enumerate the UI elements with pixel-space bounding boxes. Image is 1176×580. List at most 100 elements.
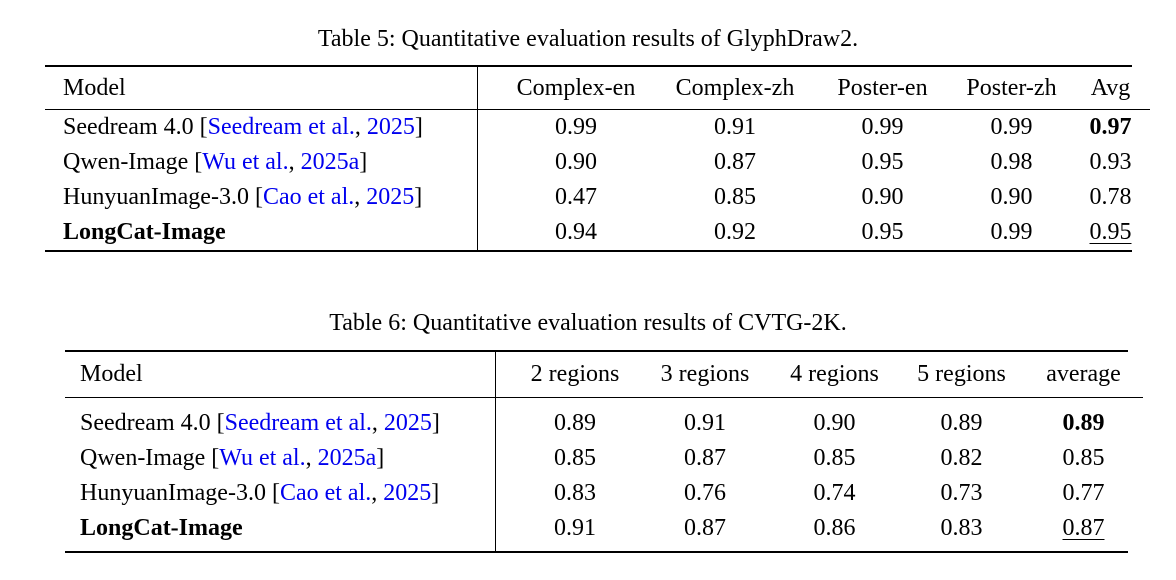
citation-link[interactable]: 2025a (294, 149, 360, 175)
value-cell: 0.89 (1062, 410, 1105, 436)
value-cell: 0.99 (990, 219, 1033, 245)
value-cell: 0.99 (861, 114, 904, 140)
table-5-grid: Model Complex-en Complex-zh Poster-en Po… (45, 67, 1150, 250)
value-cell: 0.94 (555, 219, 597, 245)
model-text: , (371, 410, 378, 436)
value-cell: 0.86 (813, 515, 856, 541)
column-header-poster-zh: Poster-zh (952, 67, 1071, 110)
table-5-caption: Table 5: Quantitative evaluation results… (317, 26, 859, 52)
column-divider-line (495, 352, 497, 551)
value-cell: 0.95 (861, 149, 904, 175)
value-cell: 0.82 (940, 445, 983, 471)
model-text: Seedream 4.0 [ (80, 410, 225, 436)
citation-link[interactable]: Seedream et al. (207, 114, 355, 140)
value-cell: 0.85 (714, 184, 756, 210)
model-text: ] (431, 410, 440, 436)
column-header-model: Model (65, 352, 510, 398)
model-cell: Qwen-Image [Wu et al., 2025a] (65, 441, 510, 476)
model-text: Seedream 4.0 [ (63, 114, 208, 140)
citation-link[interactable]: Cao et al. (262, 184, 355, 210)
model-cell: HunyuanImage-3.0 [Cao et al., 2025] (65, 476, 510, 511)
table-6-caption: Table 6: Quantitative evaluation results… (329, 310, 847, 336)
value-cell: 0.91 (684, 410, 726, 436)
table-row-qwen-image: Qwen-Image [Wu et al., 2025a] 0.90 0.87 … (45, 145, 1150, 180)
table-row-hunyuanimage: HunyuanImage-3.0 [Cao et al., 2025] 0.47… (45, 180, 1150, 215)
column-header-2-regions: 2 regions (510, 352, 640, 398)
column-divider-line (477, 67, 479, 250)
model-text: , (354, 184, 361, 210)
value-cell: 0.87 (684, 515, 726, 541)
value-cell: 0.91 (554, 515, 596, 541)
table-row-longcat-image: LongCat-Image 0.91 0.87 0.86 0.83 0.87 (65, 511, 1143, 546)
column-header-poster-en: Poster-en (813, 67, 952, 110)
model-text: , (288, 149, 295, 175)
citation-link[interactable]: 2025 (360, 184, 415, 210)
value-cell: 0.93 (1089, 149, 1132, 175)
model-cell: Seedream 4.0 [Seedream et al., 2025] (65, 398, 510, 441)
citation-link[interactable]: 2025 (360, 114, 415, 140)
value-cell: 0.85 (554, 445, 596, 471)
table-row-seedream: Seedream 4.0 [Seedream et al., 2025] 0.8… (65, 398, 1143, 441)
column-header-model: Model (45, 67, 495, 110)
citation-link[interactable]: 2025 (377, 480, 432, 506)
citation-link[interactable]: Wu et al. (202, 149, 289, 175)
model-text: ] (414, 184, 423, 210)
value-cell: 0.74 (813, 480, 856, 506)
value-cell: 0.87 (1062, 515, 1105, 541)
value-cell: 0.99 (990, 114, 1033, 140)
column-header-4-regions: 4 regions (770, 352, 899, 398)
value-cell: 0.89 (940, 410, 983, 436)
model-text: ] (376, 445, 385, 471)
model-cell: LongCat-Image (65, 511, 510, 546)
citation-link[interactable]: 2025a (311, 445, 377, 471)
model-text: HunyuanImage-3.0 [ (63, 184, 263, 210)
citation-link[interactable]: Seedream et al. (224, 410, 372, 436)
table-row-seedream: Seedream 4.0 [Seedream et al., 2025] 0.9… (45, 110, 1150, 145)
value-cell: 0.90 (555, 149, 597, 175)
value-cell: 0.87 (714, 149, 756, 175)
model-text: LongCat-Image (80, 515, 243, 541)
header-row: Model 2 regions 3 regions 4 regions 5 re… (65, 352, 1143, 398)
model-text: Qwen-Image [ (63, 149, 203, 175)
table-row-longcat-image: LongCat-Image 0.94 0.92 0.95 0.99 0.95 (45, 215, 1150, 250)
model-cell: Qwen-Image [Wu et al., 2025a] (45, 145, 495, 180)
value-cell: 0.87 (684, 445, 726, 471)
value-cell: 0.99 (555, 114, 597, 140)
model-text: Qwen-Image [ (80, 445, 220, 471)
value-cell: 0.89 (554, 410, 596, 436)
table-5: Model Complex-en Complex-zh Poster-en Po… (45, 65, 1150, 252)
citation-link[interactable]: Cao et al. (279, 480, 372, 506)
column-header-5-regions: 5 regions (899, 352, 1024, 398)
table-6: Model 2 regions 3 regions 4 regions 5 re… (65, 350, 1143, 553)
value-cell: 0.90 (861, 184, 904, 210)
value-cell: 0.92 (714, 219, 756, 245)
model-text: , (354, 114, 361, 140)
column-header-complex-zh: Complex-zh (657, 67, 813, 110)
value-cell: 0.95 (861, 219, 904, 245)
value-cell: 0.85 (813, 445, 856, 471)
column-header-3-regions: 3 regions (640, 352, 770, 398)
value-cell: 0.78 (1089, 184, 1132, 210)
column-header-avg: Avg (1071, 67, 1150, 110)
value-cell: 0.90 (813, 410, 856, 436)
table-row-qwen-image: Qwen-Image [Wu et al., 2025a] 0.85 0.87 … (65, 441, 1143, 476)
value-cell: 0.83 (554, 480, 596, 506)
value-cell: 0.98 (990, 149, 1033, 175)
model-text: ] (359, 149, 368, 175)
model-text: LongCat-Image (63, 219, 226, 245)
value-cell: 0.73 (940, 480, 983, 506)
table-6-grid: Model 2 regions 3 regions 4 regions 5 re… (65, 352, 1143, 546)
value-cell: 0.77 (1062, 480, 1105, 506)
value-cell: 0.95 (1089, 219, 1132, 245)
header-row: Model Complex-en Complex-zh Poster-en Po… (45, 67, 1150, 110)
model-cell: HunyuanImage-3.0 [Cao et al., 2025] (45, 180, 495, 215)
value-cell: 0.91 (714, 114, 756, 140)
citation-link[interactable]: 2025 (377, 410, 432, 436)
value-cell: 0.47 (555, 184, 597, 210)
citation-link[interactable]: Wu et al. (219, 445, 306, 471)
model-cell: Seedream 4.0 [Seedream et al., 2025] (45, 110, 495, 145)
model-text: ] (431, 480, 440, 506)
model-cell: LongCat-Image (45, 215, 495, 250)
column-header-average: average (1024, 352, 1143, 398)
